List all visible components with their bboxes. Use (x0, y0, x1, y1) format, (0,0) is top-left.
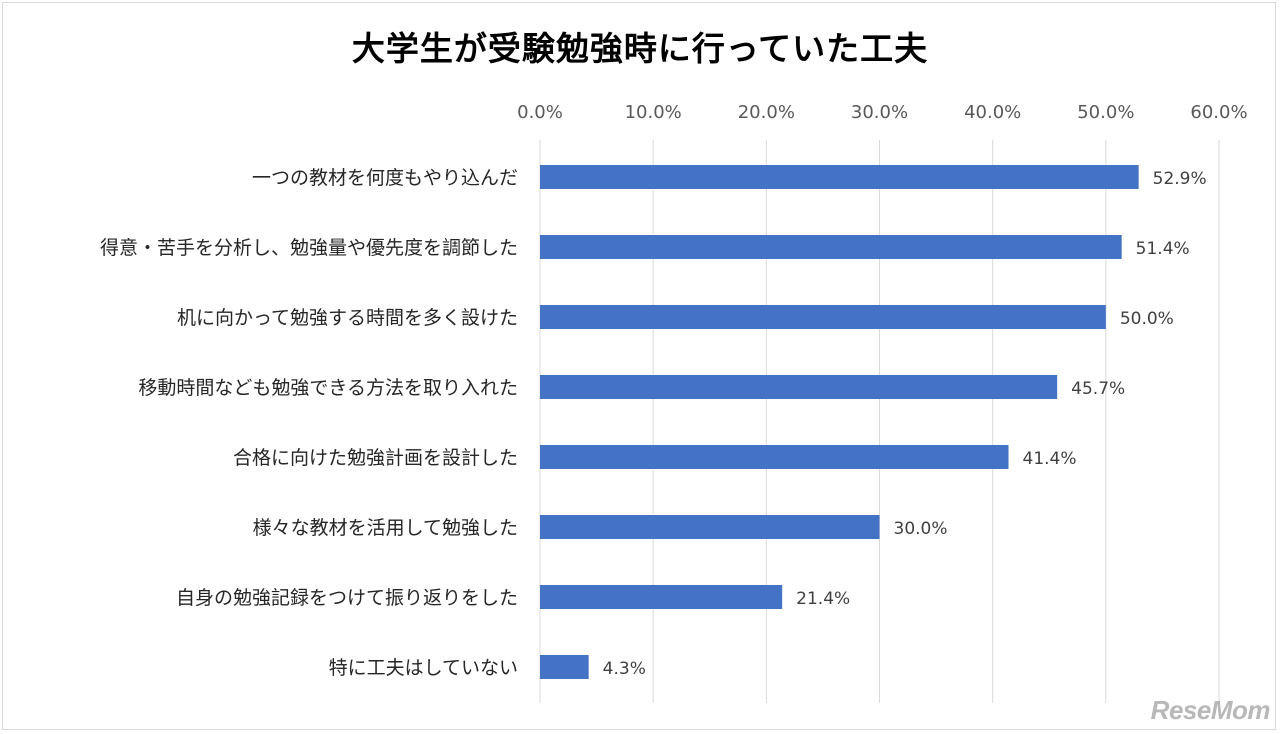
bar (540, 655, 589, 679)
bar (540, 515, 880, 539)
data-label: 21.4% (796, 589, 850, 609)
bar (540, 305, 1106, 329)
resemom-logo: ReseMom (1150, 695, 1271, 725)
category-label: 自身の勉強記録をつけて振り返りをした (176, 587, 518, 609)
category-label: 一つの教材を何度もやり込んだ (252, 167, 518, 189)
category-labels: 一つの教材を何度もやり込んだ得意・苦手を分析し、勉強量や優先度を調節した机に向か… (100, 167, 518, 679)
x-tick-label: 20.0% (738, 102, 795, 123)
x-tick-label: 0.0% (517, 102, 563, 123)
x-axis-ticks: 0.0% 10.0% 20.0% 30.0% 40.0% 50.0% 60.0% (517, 102, 1247, 123)
data-label: 50.0% (1120, 309, 1174, 329)
data-label: 4.3% (603, 659, 646, 679)
bar (540, 445, 1009, 469)
x-tick-label: 50.0% (1077, 102, 1134, 123)
category-label: 合格に向けた勉強計画を設計した (233, 447, 518, 469)
bar (540, 375, 1058, 399)
x-tick-label: 40.0% (964, 102, 1021, 123)
data-label: 51.4% (1136, 239, 1190, 259)
x-tick-label: 30.0% (851, 102, 908, 123)
category-label: 得意・苦手を分析し、勉強量や優先度を調節した (100, 237, 518, 259)
x-tick-label: 10.0% (625, 102, 682, 123)
bars (540, 165, 1139, 679)
x-tick-label: 60.0% (1190, 102, 1247, 123)
data-labels: 52.9% 51.4% 50.0% 45.7% 41.4% 30.0% 21.4% 4.3% (603, 169, 1207, 679)
data-label: 52.9% (1153, 169, 1207, 189)
category-label: 特に工夫はしていない (329, 657, 518, 679)
data-label: 41.4% (1023, 449, 1077, 469)
gridlines (539, 140, 1220, 703)
category-label: 移動時間なども勉強できる方法を取り入れた (138, 377, 518, 399)
category-label: 机に向かって勉強する時間を多く設けた (177, 307, 518, 329)
bar (540, 585, 783, 609)
bar (540, 165, 1139, 189)
chart-title: 大学生が受験勉強時に行っていた工夫 (351, 29, 929, 68)
data-label: 45.7% (1071, 379, 1125, 399)
category-label: 様々な教材を活用して勉強した (253, 517, 518, 539)
data-label: 30.0% (894, 519, 948, 539)
bar (540, 235, 1122, 259)
